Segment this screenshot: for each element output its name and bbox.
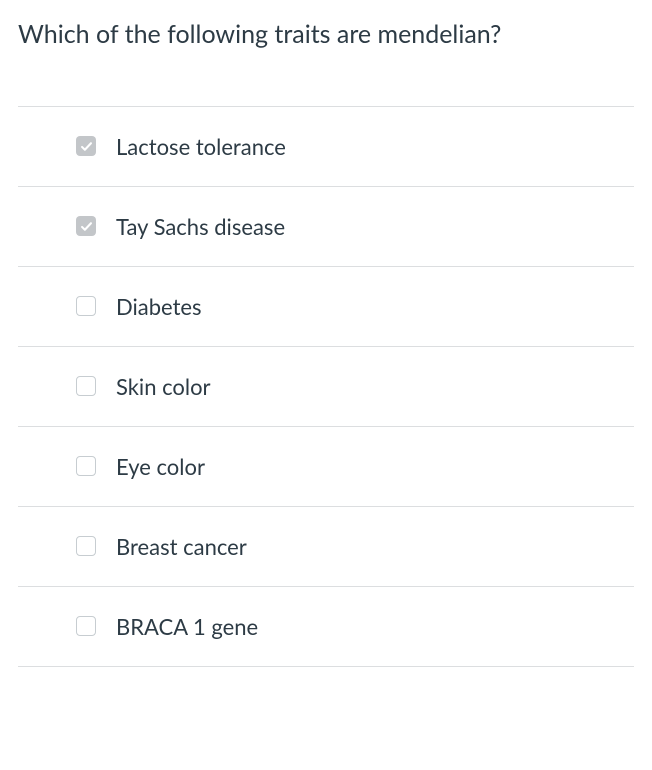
checkbox-unchecked-icon[interactable] — [76, 616, 96, 636]
question-text: Which of the following traits are mendel… — [18, 18, 634, 51]
option-row[interactable]: Lactose tolerance — [18, 107, 634, 187]
option-row[interactable]: Tay Sachs disease — [18, 187, 634, 267]
option-label: Skin color — [116, 373, 211, 400]
option-label: Lactose tolerance — [116, 133, 286, 160]
option-label: Eye color — [116, 453, 205, 480]
checkbox-unchecked-icon[interactable] — [76, 456, 96, 476]
checkbox-unchecked-icon[interactable] — [76, 296, 96, 316]
option-row[interactable]: Breast cancer — [18, 507, 634, 587]
option-label: BRACA 1 gene — [116, 613, 258, 640]
option-label: Diabetes — [116, 293, 202, 320]
checkbox-checked-icon[interactable] — [76, 216, 96, 236]
checkbox-checked-icon[interactable] — [76, 136, 96, 156]
option-row[interactable]: Diabetes — [18, 267, 634, 347]
option-label: Tay Sachs disease — [116, 213, 285, 240]
option-row[interactable]: BRACA 1 gene — [18, 587, 634, 667]
option-row[interactable]: Eye color — [18, 427, 634, 507]
checkbox-unchecked-icon[interactable] — [76, 536, 96, 556]
option-row[interactable]: Skin color — [18, 347, 634, 427]
option-label: Breast cancer — [116, 533, 247, 560]
options-list: Lactose tolerance Tay Sachs disease Diabet… — [18, 106, 634, 667]
checkbox-unchecked-icon[interactable] — [76, 376, 96, 396]
